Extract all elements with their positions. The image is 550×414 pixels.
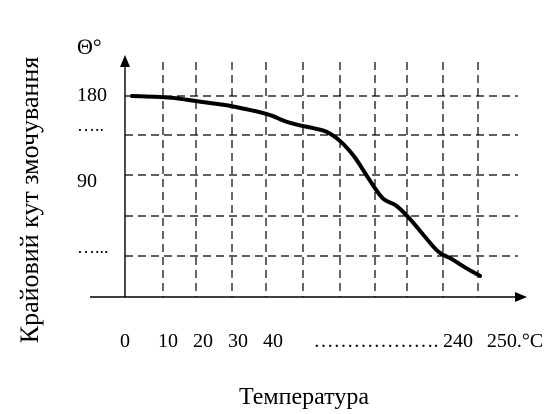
x-tick-label: ……………….	[314, 330, 439, 352]
x-tick-label: 0	[120, 330, 130, 352]
data-series	[130, 94, 482, 278]
axes	[90, 55, 527, 302]
x-tick-label: 40	[263, 330, 283, 352]
x-tick-label: 250.°C	[487, 330, 543, 352]
y-tick-label: 180	[77, 84, 107, 106]
x-axis-label: Температура	[239, 384, 369, 410]
x-tick-label: 240	[443, 330, 473, 352]
y-axis-label: Крайовий кут змочування	[15, 57, 44, 344]
y-axis-symbol: Θ°	[77, 34, 102, 59]
y-tick-labels: 180 ….. 90 …...	[77, 84, 109, 257]
x-tick-labels: 0 10 20 30 40 ………………. 240 250.°C	[120, 330, 543, 352]
x-tick-label: 30	[228, 330, 248, 352]
y-tick-label: …..	[77, 115, 104, 135]
x-axis-arrow	[515, 292, 527, 302]
y-axis-arrow	[120, 55, 130, 67]
y-tick-label: …...	[77, 237, 109, 257]
x-tick-label: 20	[193, 330, 213, 352]
y-tick-label: 90	[77, 170, 97, 192]
series-line	[130, 94, 482, 278]
grid	[125, 62, 518, 297]
x-tick-label: 10	[158, 330, 178, 352]
